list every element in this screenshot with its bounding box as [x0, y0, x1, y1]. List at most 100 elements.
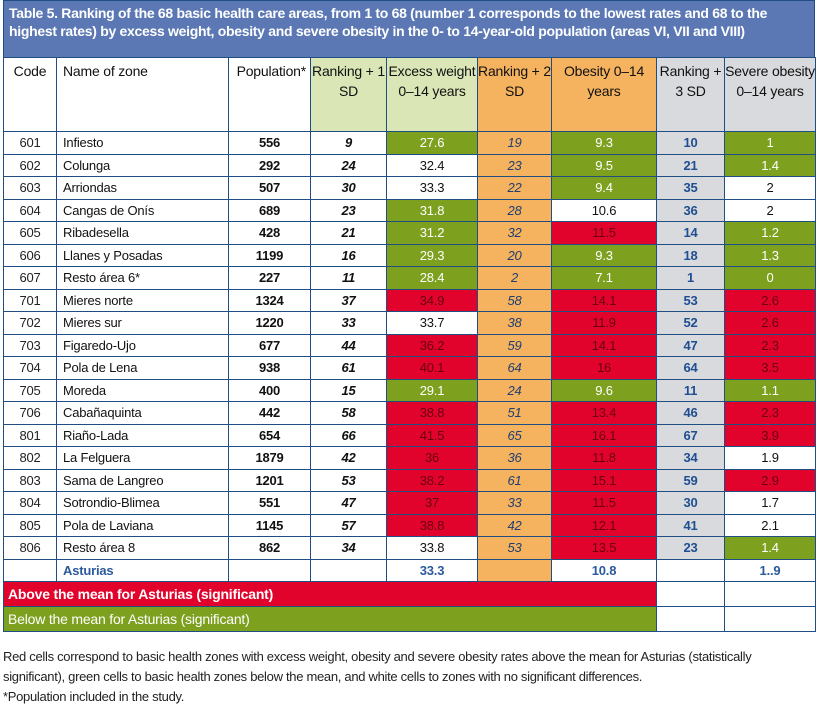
- zone-name-cell: Mieres norte: [56, 288, 229, 312]
- excess-weight-cell: 32.4: [386, 153, 478, 177]
- table-row: 705 Moreda 400 15 29.1 24 9.6 11 1.1: [3, 378, 816, 402]
- severe-obesity-cell: 3.9: [724, 423, 816, 447]
- header-row: Code Name of zone Population* Ranking + …: [3, 57, 816, 132]
- population-cell: 1145: [228, 513, 311, 537]
- rank1-cell: 23: [310, 198, 387, 222]
- rank3-cell: 36: [656, 198, 725, 222]
- rank2-cell: 61: [477, 468, 552, 492]
- asturias-rank3: [656, 558, 725, 582]
- code-cell: 802: [3, 446, 57, 470]
- zone-name-cell: Cabañaquinta: [56, 401, 229, 425]
- obesity-cell: 9.5: [551, 153, 657, 177]
- rank2-cell: 53: [477, 536, 552, 560]
- rank1-cell: 11: [310, 266, 387, 290]
- asturias-rank1: [310, 558, 387, 582]
- severe-obesity-cell: 1: [724, 131, 816, 155]
- code-cell: 601: [3, 131, 57, 155]
- rank1-cell: 57: [310, 513, 387, 537]
- rank1-cell: 47: [310, 491, 387, 515]
- excess-weight-cell: 31.8: [386, 198, 478, 222]
- header-rank1: Ranking + 1 SD: [310, 57, 387, 132]
- table-row: 607 Resto área 6* 227 11 28.4 2 7.1 1 0: [3, 266, 816, 290]
- rank2-cell: 33: [477, 491, 552, 515]
- rank1-cell: 58: [310, 401, 387, 425]
- zone-name-cell: Mieres sur: [56, 311, 229, 335]
- table-row: 701 Mieres norte 1324 37 34.9 58 14.1 53 2.6: [3, 288, 816, 312]
- code-cell: 803: [3, 468, 57, 492]
- rank2-cell: 24: [477, 378, 552, 402]
- excess-weight-cell: 38.2: [386, 468, 478, 492]
- obesity-cell: 10.6: [551, 198, 657, 222]
- asturias-code: [3, 558, 57, 582]
- severe-obesity-cell: 2: [724, 198, 816, 222]
- table-frame: Table 5. Ranking of the 68 basic health …: [3, 0, 816, 632]
- population-cell: 1324: [228, 288, 311, 312]
- excess-weight-cell: 29.3: [386, 243, 478, 267]
- rank2-cell: 36: [477, 446, 552, 470]
- zone-name-cell: La Felguera: [56, 446, 229, 470]
- excess-weight-cell: 36: [386, 446, 478, 470]
- population-cell: 1220: [228, 311, 311, 335]
- header-obesity: Obesity 0–14 years: [551, 57, 657, 132]
- severe-obesity-cell: 3.5: [724, 356, 816, 380]
- rank3-cell: 34: [656, 446, 725, 470]
- table-row: 603 Arriondas 507 30 33.3 22 9.4 35 2: [3, 176, 816, 200]
- asturias-row: Asturias 33.3 10.8 1..9: [3, 558, 816, 582]
- excess-weight-cell: 33.8: [386, 536, 478, 560]
- code-cell: 603: [3, 176, 57, 200]
- table-row: 602 Colunga 292 24 32.4 23 9.5 21 1.4: [3, 153, 816, 177]
- code-cell: 704: [3, 356, 57, 380]
- obesity-cell: 16.1: [551, 423, 657, 447]
- code-cell: 805: [3, 513, 57, 537]
- rank1-cell: 16: [310, 243, 387, 267]
- severe-obesity-cell: 1.2: [724, 221, 816, 245]
- code-cell: 702: [3, 311, 57, 335]
- severe-obesity-cell: 2: [724, 176, 816, 200]
- rank3-cell: 21: [656, 153, 725, 177]
- obesity-cell: 13.5: [551, 536, 657, 560]
- table-row: 804 Sotrondio-Blimea 551 47 37 33 11.5 30 1.7: [3, 491, 816, 515]
- zone-name-cell: Sotrondio-Blimea: [56, 491, 229, 515]
- rank3-cell: 23: [656, 536, 725, 560]
- zone-name-cell: Ribadesella: [56, 221, 229, 245]
- zone-name-cell: Resto área 6*: [56, 266, 229, 290]
- code-cell: 607: [3, 266, 57, 290]
- excess-weight-cell: 40.1: [386, 356, 478, 380]
- rank3-cell: 47: [656, 333, 725, 357]
- table-row: 605 Ribadesella 428 21 31.2 32 11.5 14 1.2: [3, 221, 816, 245]
- severe-obesity-cell: 2.3: [724, 401, 816, 425]
- zone-name-cell: Infiesto: [56, 131, 229, 155]
- population-cell: 1201: [228, 468, 311, 492]
- rank1-cell: 66: [310, 423, 387, 447]
- excess-weight-cell: 38.8: [386, 401, 478, 425]
- severe-obesity-cell: 1.9: [724, 446, 816, 470]
- obesity-cell: 14.1: [551, 288, 657, 312]
- excess-weight-cell: 41.5: [386, 423, 478, 447]
- rank1-cell: 53: [310, 468, 387, 492]
- population-cell: 1199: [228, 243, 311, 267]
- obesity-cell: 13.4: [551, 401, 657, 425]
- obesity-cell: 15.1: [551, 468, 657, 492]
- severe-obesity-cell: 1.4: [724, 153, 816, 177]
- severe-obesity-cell: 2.1: [724, 513, 816, 537]
- table-row: 604 Cangas de Onís 689 23 31.8 28 10.6 36 2: [3, 198, 816, 222]
- table-notes: Red cells correspond to basic health zon…: [3, 647, 815, 707]
- obesity-cell: 9.3: [551, 243, 657, 267]
- rank2-cell: 22: [477, 176, 552, 200]
- asturias-population: [228, 558, 311, 582]
- zone-name-cell: Arriondas: [56, 176, 229, 200]
- zone-name-cell: Resto área 8: [56, 536, 229, 560]
- legend-empty-cell: [724, 581, 816, 607]
- rank2-cell: 23: [477, 153, 552, 177]
- zone-name-cell: Cangas de Onís: [56, 198, 229, 222]
- code-cell: 606: [3, 243, 57, 267]
- rank3-cell: 52: [656, 311, 725, 335]
- rank2-cell: 38: [477, 311, 552, 335]
- population-cell: 551: [228, 491, 311, 515]
- population-cell: 428: [228, 221, 311, 245]
- table-row: 704 Pola de Lena 938 61 40.1 64 16 64 3.5: [3, 356, 816, 380]
- population-cell: 292: [228, 153, 311, 177]
- obesity-cell: 12.1: [551, 513, 657, 537]
- rank3-cell: 67: [656, 423, 725, 447]
- code-cell: 705: [3, 378, 57, 402]
